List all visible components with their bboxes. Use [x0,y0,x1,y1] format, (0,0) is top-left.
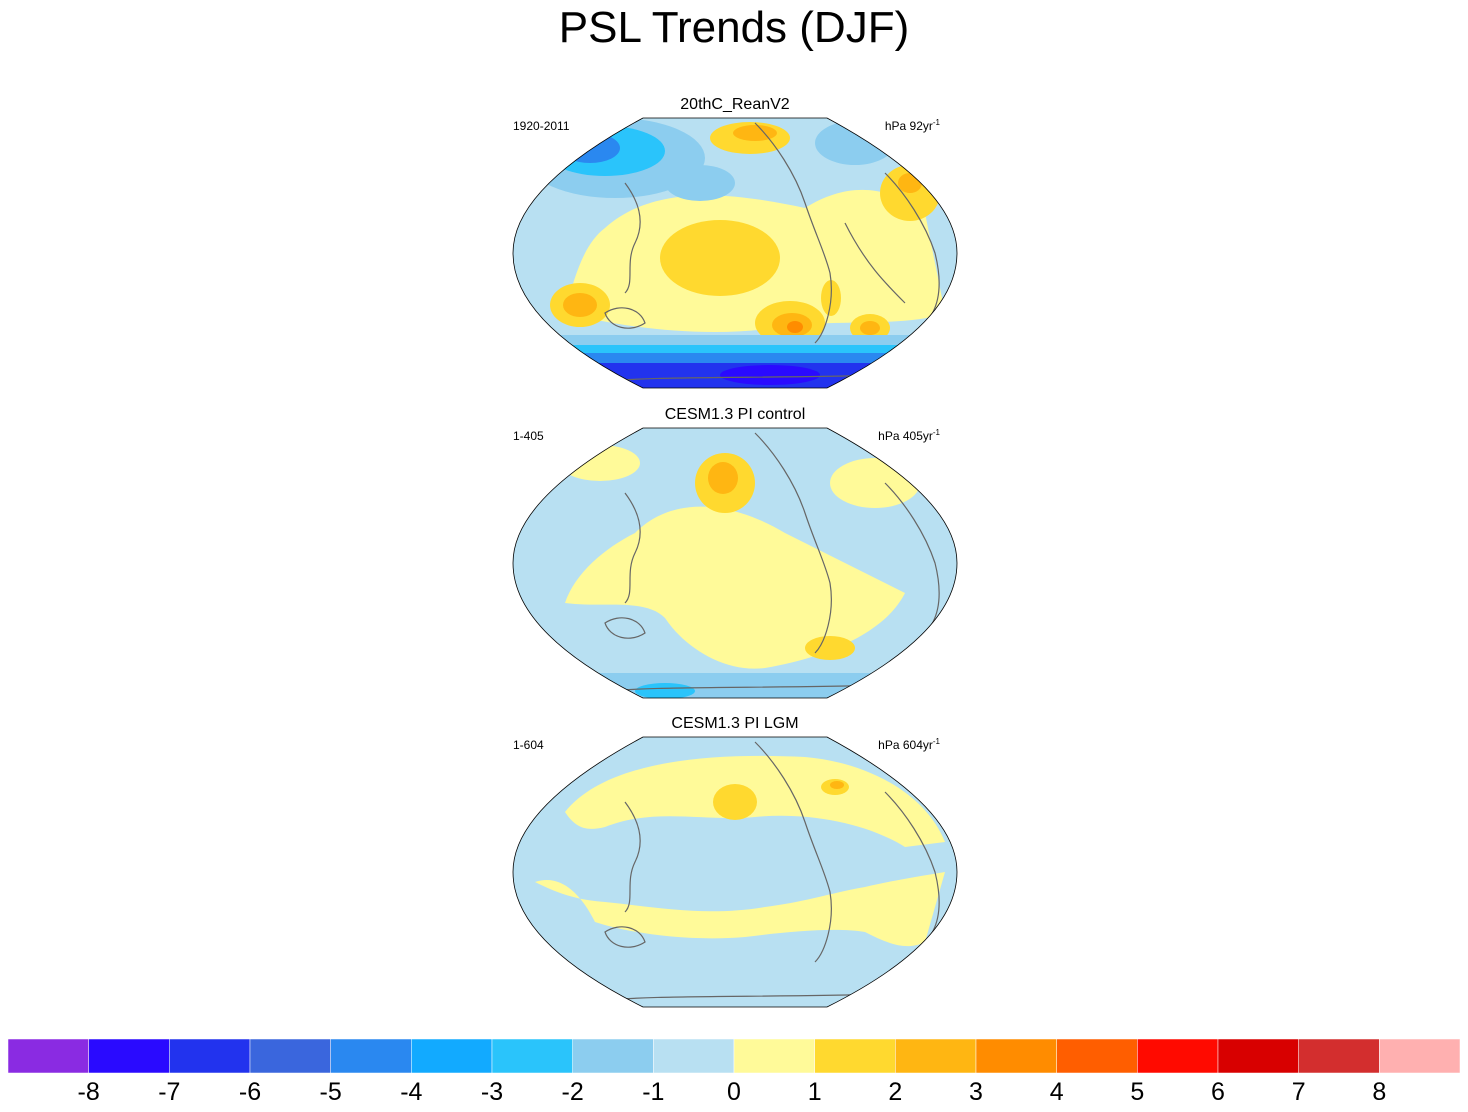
panel-title: CESM1.3 PI LGM [671,715,799,732]
colorbar-swatch [975,1039,1057,1073]
colorbar-swatch [249,1039,331,1073]
panel-units: hPa 604yr-1 [878,737,940,752]
south-atlantic-positive-core [860,321,880,335]
colorbar-swatch [814,1039,896,1073]
colorbar-tick-label: -7 [158,1078,181,1106]
colorbar-tick-label: 5 [1130,1078,1145,1106]
colorbar-swatch [88,1039,170,1073]
colorbar-tick-label: 4 [1049,1078,1064,1106]
pacific-atlantic-positive [565,506,905,669]
colorbar-tick-label: -1 [642,1078,665,1106]
coastlines [584,432,940,694]
eurasia-positive [560,445,640,481]
colorbar [8,1039,1460,1073]
colorbar-tick-label: -3 [480,1078,504,1106]
central-pacific-high [660,220,780,296]
colorbar-tick-labels: -8 -7 -6 -5 -4 -3 -2 -1 0 1 2 3 4 5 6 7 8 [0,1077,1468,1109]
coastlines [584,122,940,384]
antarctic-negative-core [635,683,695,698]
map-border [512,117,958,389]
colorbar-swatch [733,1039,815,1073]
colorbar-swatch [895,1039,977,1073]
south-pacific-positive-peak [787,321,803,333]
colorbar-tick-label: 1 [807,1078,822,1106]
panel-period: 1920-2011 [513,119,570,133]
colorbar-tick-label: 7 [1291,1078,1306,1106]
panel-20thc-reanv2: 20thC_ReanV2 1920-2011 hPa 92yr-1 [505,95,965,395]
colorbar-swatch [169,1039,251,1073]
alaska-negative [665,165,735,201]
map-cesm-pi-control [512,427,958,699]
main-title: PSL Trends (DJF) [558,3,910,52]
panel-title: CESM1.3 PI control [664,406,806,423]
panel-cesm-pi-control: CESM1.3 PI control 1-405 hPa 405yr-1 [505,405,965,705]
colorbar-swatch [1056,1039,1138,1073]
north-pacific-high [713,784,757,820]
colorbar-tick-label: 6 [1211,1078,1225,1106]
north-atlantic-positive [830,458,920,508]
antarctic-negative [513,673,957,698]
colorbar-swatch [8,1039,89,1073]
map-20thc-reanv2 [512,117,958,389]
panel-title: 20thC_ReanV2 [680,96,790,113]
colorbar-swatch [491,1039,573,1073]
siberia-negative-peak [560,133,620,163]
colorbar-tick-label: -4 [400,1078,423,1106]
panel-units: hPa 92yr-1 [884,118,940,133]
panel-units: hPa 405yr-1 [878,428,940,443]
colorbar-tick-label: -8 [77,1078,100,1106]
arctic-negative [815,121,895,165]
colorbar-swatch [1298,1039,1380,1073]
panel-period: 1-405 [513,429,544,443]
north-atlantic-positive-core [898,173,922,193]
colorbar-swatch [1137,1039,1219,1073]
north-pacific-high-core [708,462,738,494]
southern-positive [535,872,945,947]
colorbar-tick-label: 8 [1372,1078,1387,1106]
colorbar-tick-label: 0 [727,1078,741,1106]
colorbar-swatch [411,1039,493,1073]
colorbar-tick-label: 2 [888,1078,903,1106]
panel-period: 1-604 [513,738,544,752]
south-atlantic-positive [805,636,855,660]
colorbar-swatch [653,1039,735,1073]
north-pacific-positive-core [733,125,777,141]
colorbar-swatch [1217,1039,1299,1073]
map-border [512,736,958,1008]
colorbar-swatch [330,1039,412,1073]
colorbar-tick-label: -2 [561,1078,584,1106]
colorbar-tick-label: -5 [319,1078,342,1106]
south-indian-positive-core [563,293,597,317]
labrador-positive-core [830,781,844,789]
map-cesm-pi-lgm [512,736,958,1008]
colorbar-tick-label: 3 [969,1078,983,1106]
antarctic-negative-peak [720,365,820,385]
map-border [512,427,958,699]
colorbar-tick-label: -6 [238,1078,262,1106]
colorbar-swatch [1379,1039,1460,1073]
colorbar-swatch [572,1039,654,1073]
panel-cesm-pi-lgm: CESM1.3 PI LGM 1-604 hPa 604yr-1 [505,714,965,1014]
